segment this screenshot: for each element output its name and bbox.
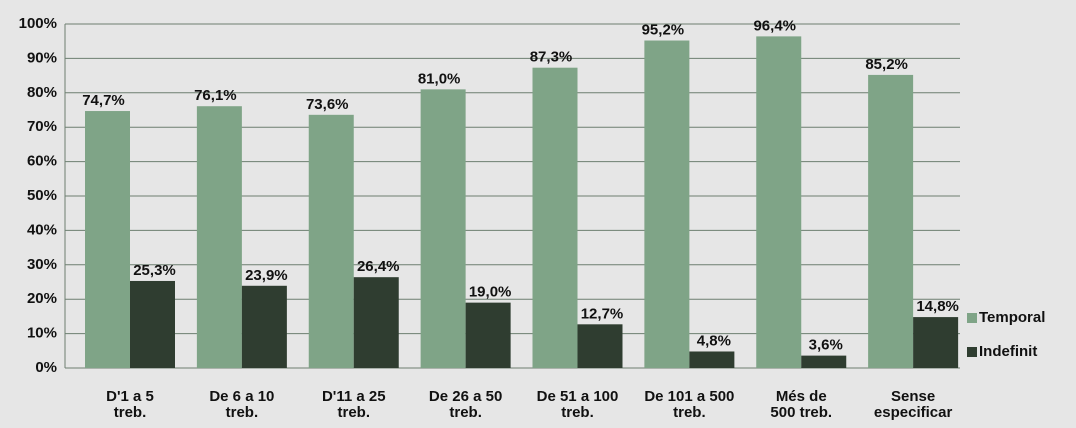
value-label: 23,9% <box>245 267 288 284</box>
bar <box>130 280 175 368</box>
bar <box>689 351 735 368</box>
value-label: 85,2% <box>865 56 908 73</box>
bar <box>756 36 802 368</box>
bar <box>913 317 959 368</box>
y-tick-label: 30% <box>27 256 57 273</box>
legend-swatch <box>967 313 977 323</box>
value-label: 81,0% <box>418 70 461 87</box>
value-label: 74,7% <box>82 92 125 109</box>
bar <box>532 67 578 369</box>
y-tick-label: 10% <box>27 325 57 342</box>
legend-label: Indefinit <box>979 343 1037 360</box>
bar <box>465 302 511 368</box>
bar <box>801 355 847 368</box>
value-label: 19,0% <box>469 284 512 301</box>
y-tick-label: 20% <box>27 290 57 307</box>
bar <box>196 106 242 368</box>
value-label: 96,4% <box>753 17 796 34</box>
y-tick-label: 90% <box>27 49 57 66</box>
value-label: 12,7% <box>581 305 624 322</box>
value-label: 4,8% <box>697 332 731 349</box>
bar <box>241 285 287 368</box>
y-tick-label: 60% <box>27 153 57 170</box>
x-tick-label: Sense especificar <box>873 388 953 421</box>
x-tick-label: De 6 a 10 treb. <box>209 388 275 421</box>
bar <box>644 40 690 369</box>
bar <box>420 89 466 369</box>
legend-label: Temporal <box>979 309 1045 326</box>
value-label: 87,3% <box>530 49 573 66</box>
bar <box>577 324 623 368</box>
x-tick-label: D'1 a 5 treb. <box>106 388 154 421</box>
value-label: 25,3% <box>133 262 176 279</box>
y-tick-label: 100% <box>19 15 57 32</box>
y-tick-label: 0% <box>35 359 57 376</box>
y-tick-label: 80% <box>27 84 57 101</box>
value-label: 14,8% <box>916 298 959 315</box>
bar <box>868 74 914 369</box>
y-tick-label: 40% <box>27 221 57 238</box>
value-label: 95,2% <box>642 21 685 38</box>
x-tick-label: De 101 a 500 treb. <box>644 388 735 421</box>
value-label: 76,1% <box>194 87 237 104</box>
legend-swatch <box>967 347 977 357</box>
y-tick-label: 70% <box>27 118 57 135</box>
x-tick-label: De 51 a 100 treb. <box>536 388 619 421</box>
x-tick-label: Més de 500 treb. <box>770 388 833 421</box>
y-tick-label: 50% <box>27 187 57 204</box>
bar <box>353 277 399 368</box>
x-tick-label: D'11 a 25 treb. <box>321 388 386 421</box>
bar <box>85 111 130 369</box>
bar <box>308 114 354 368</box>
value-label: 73,6% <box>306 96 349 113</box>
value-label: 26,4% <box>357 258 400 275</box>
x-tick-label: De 26 a 50 treb. <box>428 388 503 421</box>
value-label: 3,6% <box>809 337 843 354</box>
